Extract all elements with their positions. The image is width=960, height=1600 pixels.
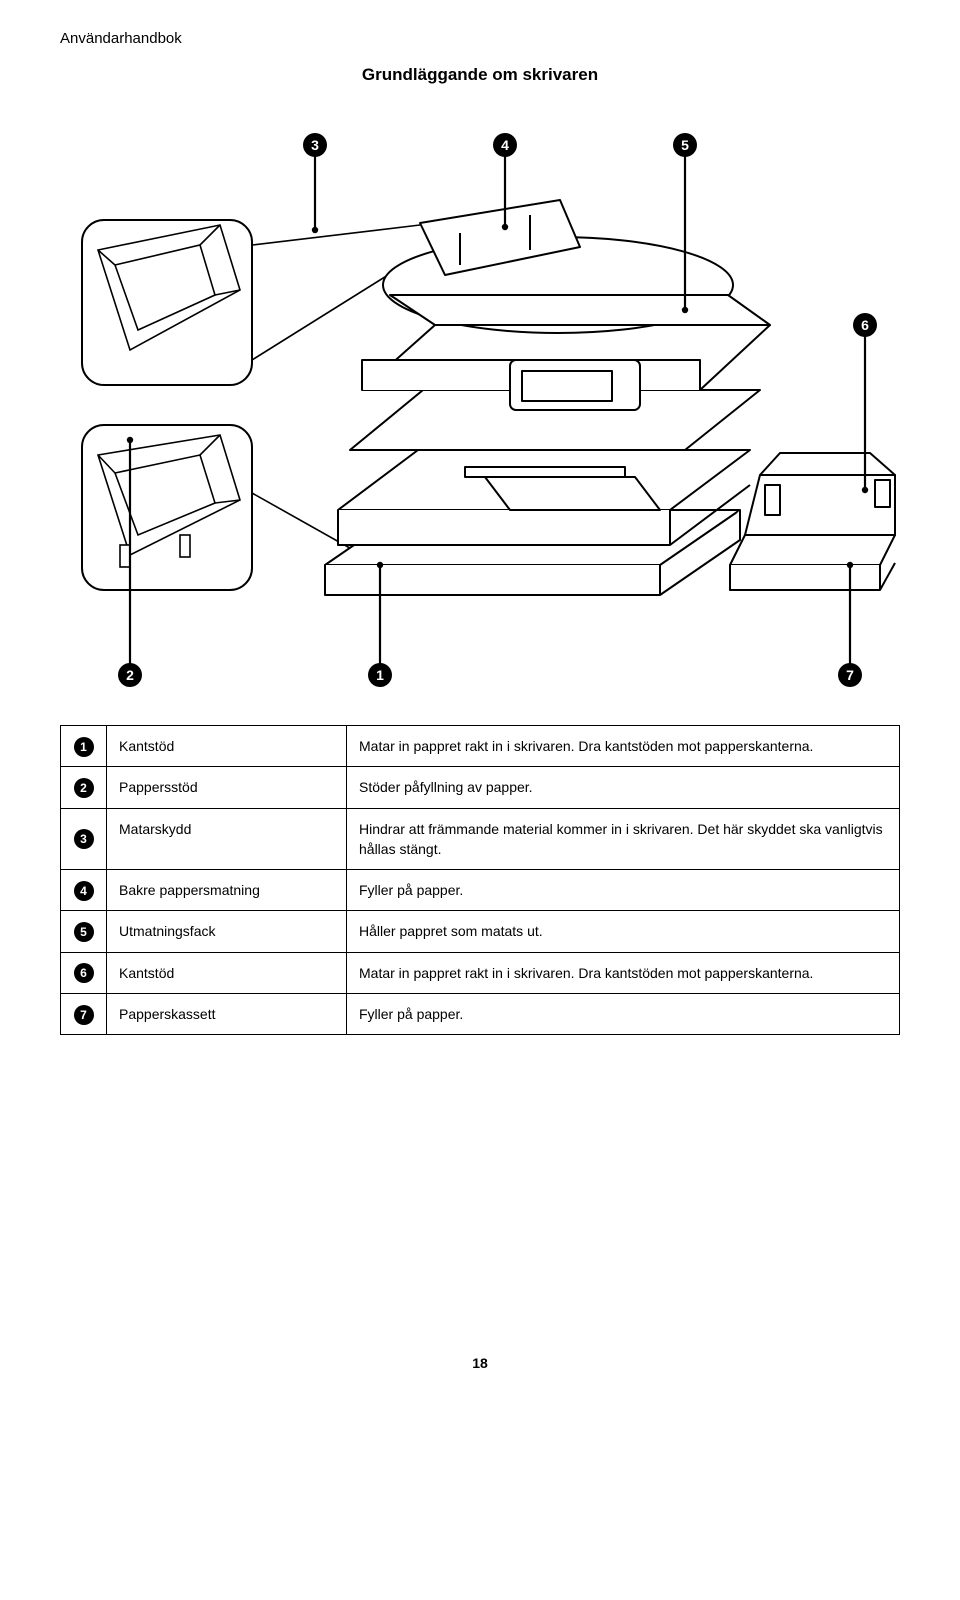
part-number-cell: 2 — [61, 767, 107, 808]
table-row: 5 UtmatningsfackHåller pappret som matats… — [61, 911, 900, 952]
part-number-cell: 3 — [61, 808, 107, 870]
part-number-cell: 4 — [61, 870, 107, 911]
printer-body — [325, 200, 770, 595]
paper-cassette — [730, 453, 895, 590]
part-number-badge: 6 — [74, 963, 94, 983]
part-number-cell: 5 — [61, 911, 107, 952]
svg-text:1: 1 — [376, 667, 384, 683]
part-name-cell: Kantstöd — [107, 952, 347, 993]
part-name-cell: Papperskassett — [107, 994, 347, 1035]
part-name-cell: Utmatningsfack — [107, 911, 347, 952]
detail-panel-bottom — [82, 425, 252, 590]
part-name-cell: Bakre pappersmatning — [107, 870, 347, 911]
detail-panel-top — [82, 220, 252, 385]
svg-text:6: 6 — [861, 317, 869, 333]
part-number-badge: 5 — [74, 922, 94, 942]
table-row: 7 PapperskassettFyller på papper. — [61, 994, 900, 1035]
part-number-cell: 7 — [61, 994, 107, 1035]
part-number-cell: 6 — [61, 952, 107, 993]
part-number-badge: 2 — [74, 778, 94, 798]
table-row: 3 MatarskyddHindrar att främmande materia… — [61, 808, 900, 870]
svg-text:3: 3 — [311, 137, 319, 153]
svg-text:5: 5 — [681, 137, 689, 153]
svg-text:7: 7 — [846, 667, 854, 683]
table-row: 2 PappersstödStöder påfyllning av papper. — [61, 767, 900, 808]
part-name-cell: Pappersstöd — [107, 767, 347, 808]
diagram-svg: 3 4 5 6 2 1 7 — [60, 115, 900, 695]
part-desc-cell: Matar in pappret rakt in i skrivaren. Dr… — [347, 726, 900, 767]
part-desc-cell: Fyller på papper. — [347, 994, 900, 1035]
part-desc-cell: Hindrar att främmande material kommer in… — [347, 808, 900, 870]
part-desc-cell: Fyller på papper. — [347, 870, 900, 911]
part-number-cell: 1 — [61, 726, 107, 767]
section-title: Grundläggande om skrivaren — [60, 65, 900, 85]
table-row: 4 Bakre pappersmatningFyller på papper. — [61, 870, 900, 911]
svg-text:2: 2 — [126, 667, 134, 683]
part-desc-cell: Håller pappret som matats ut. — [347, 911, 900, 952]
svg-text:4: 4 — [501, 137, 509, 153]
part-number-badge: 3 — [74, 829, 94, 849]
part-number-badge: 1 — [74, 737, 94, 757]
part-number-badge: 7 — [74, 1005, 94, 1025]
part-desc-cell: Matar in pappret rakt in i skrivaren. Dr… — [347, 952, 900, 993]
part-name-cell: Kantstöd — [107, 726, 347, 767]
printer-diagram: 3 4 5 6 2 1 7 — [60, 115, 900, 695]
doc-title: Användarhandbok — [60, 30, 900, 47]
part-number-badge: 4 — [74, 881, 94, 901]
table-row: 6 KantstödMatar in pappret rakt in i skri… — [61, 952, 900, 993]
parts-table: 1KantstödMatar in pappret rakt in i skri… — [60, 725, 900, 1035]
page-number: 18 — [60, 1355, 900, 1371]
table-row: 1 KantstödMatar in pappret rakt in i skri… — [61, 726, 900, 767]
part-name-cell: Matarskydd — [107, 808, 347, 870]
part-desc-cell: Stöder påfyllning av papper. — [347, 767, 900, 808]
